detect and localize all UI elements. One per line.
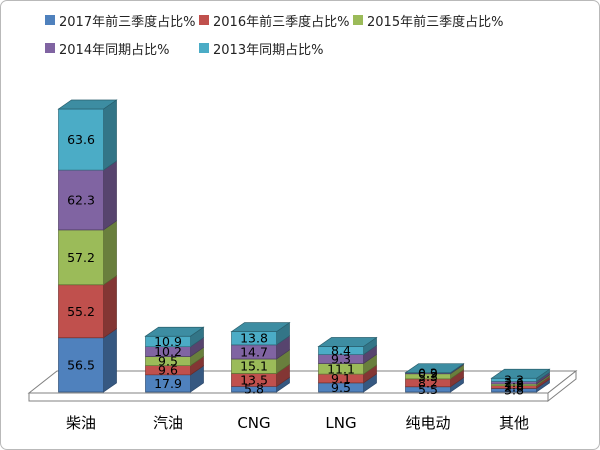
data-label: 17.9 [154,376,182,391]
data-label: 9.6 [158,363,178,378]
data-label: 2.8 [504,380,524,395]
data-label: 5.5 [418,382,438,397]
bar-stack-top [144,326,205,337]
data-label: 1.8 [504,377,524,392]
data-label: 8.4 [331,343,351,358]
legend-label: 2017年前三季度占比% [59,14,196,30]
legend-item: 2016年前三季度占比% [199,11,350,30]
data-label: 5.8 [244,382,264,397]
chart-floor-side [547,369,577,403]
category-label: 纯电动 [405,414,450,432]
data-label: 0.9 [418,366,438,381]
data-label: 63.6 [67,132,95,147]
data-label: 3.8 [504,383,524,398]
bar-segment-side [103,160,117,231]
category-label: 柴油 [66,414,96,432]
legend-label: 2016年前三季度占比% [213,14,350,30]
data-label: 8.2 [418,375,438,390]
legend-swatch-icon [199,43,209,53]
data-label: 9.5 [331,380,351,395]
data-label: 9.5 [158,354,178,369]
bar-stack-top [404,363,465,374]
data-label: 10.2 [154,344,182,359]
legend-swatch-icon [45,43,55,53]
chart-floor-front [28,392,549,402]
data-label: 14.7 [240,344,268,359]
category-label: LNG [325,414,356,432]
legend-label: 2014年同期占比% [59,42,170,58]
data-label: 9.3 [331,352,351,367]
data-label: 62.3 [67,192,95,207]
legend-item: 2017年前三季度占比% [45,11,196,30]
legend-label: 2015年前三季度占比% [367,14,504,30]
legend-item: 2014年同期占比% [45,39,170,58]
category-label: 其他 [499,414,529,432]
data-label: 10.9 [154,334,182,349]
data-label: 55.2 [67,304,95,319]
bar-stack-top [230,322,291,332]
bar-stack-top [57,99,118,110]
bar-segment-side [103,99,117,171]
bar-segment-side [103,275,117,339]
data-label: 9.1 [331,371,351,386]
data-label: 13.8 [240,331,268,346]
data-label: 57.2 [67,250,95,265]
category-label: 汽油 [153,414,183,432]
data-label: 3.3 [504,372,524,387]
data-label: 2.6 [504,375,524,390]
bar-segment-side [103,328,117,393]
bar-segment-side [103,220,117,286]
data-label: 13.5 [240,372,268,387]
bar-stack-top [490,368,551,379]
data-label: 0.2 [418,365,438,380]
legend-item: 2015年前三季度占比% [353,11,504,30]
category-label: CNG [237,414,270,432]
legend-item: 2013年同期占比% [199,39,324,58]
data-label: 5.3 [418,369,438,384]
legend-swatch-icon [199,15,209,25]
bar-stack-top [317,337,378,347]
data-label: 15.1 [240,359,268,374]
data-label: 56.5 [67,357,95,372]
legend-swatch-icon [45,15,55,25]
legend-swatch-icon [353,15,363,25]
legend-label: 2013年同期占比% [213,42,324,58]
data-label: 11.1 [327,361,355,376]
